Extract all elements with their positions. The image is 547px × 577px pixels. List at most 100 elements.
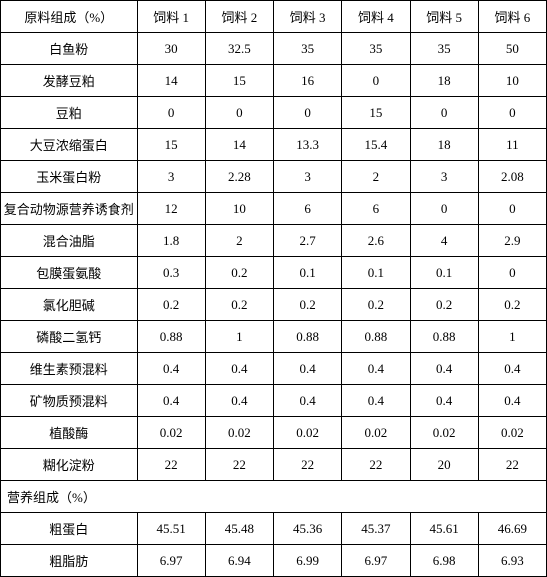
cell: 0.4 — [410, 385, 478, 417]
row-label: 豆粕 — [1, 97, 138, 129]
cell: 35 — [274, 33, 342, 65]
table-row: 白鱼粉3032.535353550 — [1, 33, 547, 65]
table-row: 豆粕0001500 — [1, 97, 547, 129]
cell: 0.88 — [342, 321, 410, 353]
cell: 2.9 — [478, 225, 546, 257]
cell: 12 — [137, 193, 205, 225]
cell: 6.99 — [274, 545, 342, 577]
cell: 45.48 — [205, 513, 273, 545]
cell: 0.4 — [205, 385, 273, 417]
cell: 6 — [342, 193, 410, 225]
cell: 0.2 — [137, 289, 205, 321]
cell: 16 — [274, 65, 342, 97]
cell: 0 — [410, 97, 478, 129]
row-label: 混合油脂 — [1, 225, 138, 257]
cell: 32.5 — [205, 33, 273, 65]
cell: 10 — [205, 193, 273, 225]
cell: 0.2 — [342, 289, 410, 321]
cell: 0.4 — [205, 353, 273, 385]
cell: 0.1 — [342, 257, 410, 289]
cell: 35 — [410, 33, 478, 65]
cell: 22 — [478, 449, 546, 481]
cell: 0.3 — [137, 257, 205, 289]
cell: 14 — [137, 65, 205, 97]
cell: 1.8 — [137, 225, 205, 257]
row-label: 植酸酶 — [1, 417, 138, 449]
cell: 0.02 — [342, 417, 410, 449]
cell: 10 — [478, 65, 546, 97]
cell: 2.6 — [342, 225, 410, 257]
table-row: 氯化胆碱0.20.20.20.20.20.2 — [1, 289, 547, 321]
cell: 0.02 — [478, 417, 546, 449]
table-row: 维生素预混料0.40.40.40.40.40.4 — [1, 353, 547, 385]
cell: 11 — [478, 129, 546, 161]
cell: 35 — [342, 33, 410, 65]
header-row: 原料组成（%）饲料 1饲料 2饲料 3饲料 4饲料 5饲料 6 — [1, 1, 547, 33]
cell: 0.02 — [274, 417, 342, 449]
cell: 6.93 — [478, 545, 546, 577]
cell: 45.36 — [274, 513, 342, 545]
cell: 2.7 — [274, 225, 342, 257]
nutrition-header-row: 营养组成（%） — [1, 481, 547, 513]
cell: 6.97 — [342, 545, 410, 577]
cell: 45.37 — [342, 513, 410, 545]
row-label: 糊化淀粉 — [1, 449, 138, 481]
cell: 0.4 — [342, 353, 410, 385]
cell: 0.02 — [410, 417, 478, 449]
cell: 0.4 — [137, 353, 205, 385]
cell: 0.2 — [205, 289, 273, 321]
header-col-1: 饲料 2 — [205, 1, 273, 33]
table-row: 糊化淀粉222222222022 — [1, 449, 547, 481]
table-row: 大豆浓缩蛋白151413.315.41811 — [1, 129, 547, 161]
header-col-3: 饲料 4 — [342, 1, 410, 33]
cell: 30 — [137, 33, 205, 65]
table-row: 植酸酶0.020.020.020.020.020.02 — [1, 417, 547, 449]
cell: 18 — [410, 65, 478, 97]
row-label: 磷酸二氢钙 — [1, 321, 138, 353]
cell: 22 — [205, 449, 273, 481]
cell: 0 — [274, 97, 342, 129]
cell: 0 — [478, 97, 546, 129]
cell: 3 — [137, 161, 205, 193]
cell: 15 — [342, 97, 410, 129]
cell: 3 — [410, 161, 478, 193]
table-row: 混合油脂1.822.72.642.9 — [1, 225, 547, 257]
cell: 0.2 — [205, 257, 273, 289]
cell: 2.28 — [205, 161, 273, 193]
cell: 45.61 — [410, 513, 478, 545]
row-label: 矿物质预混料 — [1, 385, 138, 417]
cell: 22 — [274, 449, 342, 481]
cell: 0.88 — [410, 321, 478, 353]
cell: 6 — [274, 193, 342, 225]
cell: 46.69 — [478, 513, 546, 545]
header-col-4: 饲料 5 — [410, 1, 478, 33]
header-label: 原料组成（%） — [1, 1, 138, 33]
header-col-2: 饲料 3 — [274, 1, 342, 33]
table-row: 矿物质预混料0.40.40.40.40.40.4 — [1, 385, 547, 417]
cell: 6.97 — [137, 545, 205, 577]
row-label: 粗蛋白 — [1, 513, 138, 545]
cell: 6.94 — [205, 545, 273, 577]
cell: 0 — [205, 97, 273, 129]
cell: 4 — [410, 225, 478, 257]
row-label: 氯化胆碱 — [1, 289, 138, 321]
composition-table: 原料组成（%）饲料 1饲料 2饲料 3饲料 4饲料 5饲料 6白鱼粉3032.5… — [0, 0, 547, 577]
cell: 0 — [410, 193, 478, 225]
cell: 15 — [205, 65, 273, 97]
cell: 3 — [274, 161, 342, 193]
cell: 0.4 — [137, 385, 205, 417]
nutrition-header: 营养组成（%） — [1, 481, 547, 513]
cell: 0.4 — [274, 385, 342, 417]
table-row: 粗蛋白45.5145.4845.3645.3745.6146.69 — [1, 513, 547, 545]
cell: 0.2 — [478, 289, 546, 321]
cell: 20 — [410, 449, 478, 481]
row-label: 维生素预混料 — [1, 353, 138, 385]
cell: 2.08 — [478, 161, 546, 193]
cell: 13.3 — [274, 129, 342, 161]
cell: 0.88 — [137, 321, 205, 353]
cell: 0 — [478, 193, 546, 225]
cell: 2 — [205, 225, 273, 257]
table-row: 粗脂肪6.976.946.996.976.986.93 — [1, 545, 547, 577]
row-label: 发酵豆粕 — [1, 65, 138, 97]
row-label: 白鱼粉 — [1, 33, 138, 65]
